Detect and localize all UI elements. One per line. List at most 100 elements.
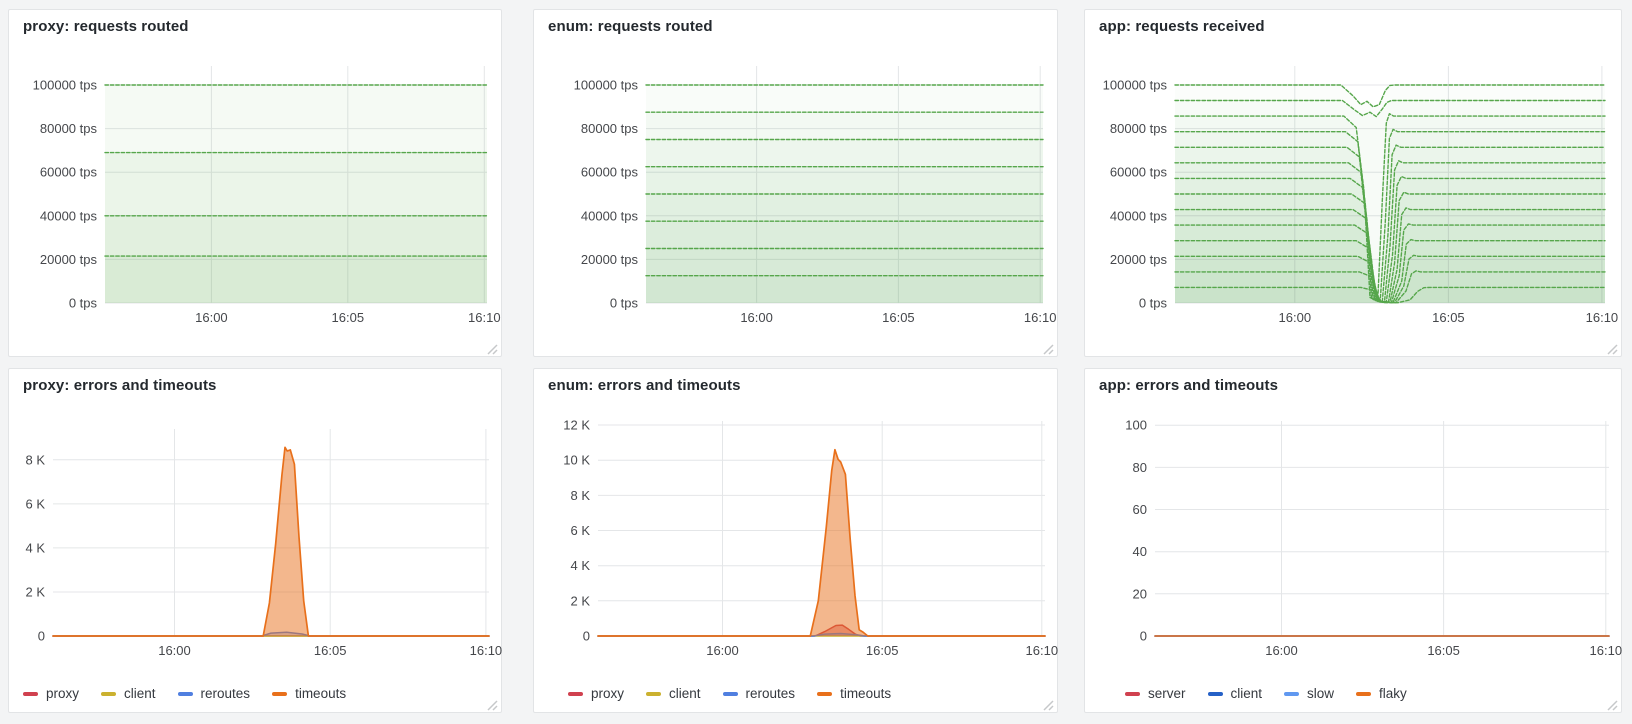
y-tick-label: 100000 tps	[1103, 78, 1168, 93]
series-group	[597, 448, 1046, 637]
series-line	[1174, 238, 1606, 303]
y-tick-label: 4 K	[25, 540, 45, 555]
y-tick-label: 40000 tps	[581, 208, 639, 223]
legend-item-client[interactable]: client	[101, 686, 156, 701]
legend-item-reroutes[interactable]: reroutes	[177, 686, 251, 701]
panel-title[interactable]: app: errors and timeouts	[1099, 377, 1279, 394]
y-tick-label: 80000 tps	[40, 121, 98, 136]
legend-item-slow[interactable]: slow	[1284, 686, 1334, 701]
y-tick-label: 6 K	[570, 523, 590, 538]
legend-item-server[interactable]: server	[1125, 686, 1186, 701]
legend-item-reroutes[interactable]: reroutes	[722, 686, 796, 701]
series-fill	[53, 447, 489, 636]
axis-labels: 0 2 K 4 K 6 K 8 K 16:00 16:05 16:10	[25, 452, 502, 658]
y-tick-label: 0	[1140, 629, 1147, 644]
panel-title[interactable]: app: requests received	[1099, 18, 1265, 35]
panel-resize-grip[interactable]	[1043, 698, 1054, 711]
legend-color-marker	[23, 691, 38, 696]
x-tick-label: 16:00	[740, 310, 773, 325]
legend-label: client	[124, 686, 156, 701]
legend-item-proxy[interactable]: proxy	[23, 686, 79, 701]
series-fill	[105, 256, 487, 303]
series-group	[645, 84, 1044, 303]
legend-color-marker	[568, 691, 583, 696]
series-fill	[105, 215, 487, 303]
x-tick-label: 16:10	[1590, 643, 1623, 658]
y-tick-label: 0 tps	[69, 296, 98, 311]
chart-canvas: 0 20 40 60 80 100 16:00 16:05 16:10	[1125, 418, 1622, 658]
legend-label: reroutes	[200, 686, 251, 701]
panel-resize-grip[interactable]	[1607, 342, 1618, 355]
y-tick-label: 80000 tps	[1110, 121, 1168, 136]
x-tick-label: 16:00	[706, 643, 739, 658]
x-tick-label: 16:05	[314, 643, 347, 658]
axis-labels: 0 20 40 60 80 100 16:00 16:05 16:10	[1125, 418, 1622, 658]
grid	[1155, 421, 1609, 637]
y-tick-label: 40	[1133, 544, 1147, 559]
legend-item-timeouts[interactable]: timeouts	[272, 686, 346, 701]
y-tick-label: 20	[1133, 586, 1147, 601]
y-tick-label: 0 tps	[610, 296, 639, 311]
y-tick-label: 20000 tps	[581, 252, 639, 267]
legend-item-flaky[interactable]: flaky	[1356, 686, 1407, 701]
axis-labels: 0 tps 20000 tps 40000 tps 60000 tps 80000 tp…	[33, 78, 501, 326]
panel-title[interactable]: proxy: requests routed	[23, 18, 189, 35]
y-tick-label: 2 K	[570, 593, 590, 608]
series-line	[52, 446, 490, 637]
y-tick-label: 0 tps	[1139, 296, 1168, 311]
x-tick-label: 16:10	[1024, 310, 1057, 325]
legend-item-timeouts[interactable]: timeouts	[817, 686, 891, 701]
y-tick-label: 100	[1125, 418, 1147, 433]
y-tick-label: 60000 tps	[40, 165, 98, 180]
y-tick-label: 40000 tps	[1110, 208, 1168, 223]
series-fill	[598, 449, 1045, 636]
panel-title[interactable]: enum: errors and timeouts	[548, 377, 741, 394]
legend-color-marker	[1125, 691, 1140, 696]
legend-color-marker	[101, 691, 117, 696]
x-tick-label: 16:05	[1432, 310, 1465, 325]
series-line	[597, 448, 1046, 637]
legend-color-marker	[1284, 691, 1300, 696]
panel-enum-errors-timeouts: enum: errors and timeouts 0 2 K 4 K 6 K 8 K 1…	[533, 368, 1058, 713]
legend-label: proxy	[591, 686, 625, 701]
y-tick-label: 80000 tps	[581, 121, 639, 136]
panel-enum-requests-routed: enum: requests routed 0 tps 20000 tps 4000…	[533, 9, 1058, 357]
y-tick-label: 20000 tps	[1110, 252, 1168, 267]
y-tick-label: 8 K	[25, 452, 45, 467]
panel-title[interactable]: enum: requests routed	[548, 18, 713, 35]
legend-item-client[interactable]: client	[1207, 686, 1263, 701]
y-tick-label: 100000 tps	[33, 78, 98, 93]
legend-label: client	[669, 686, 701, 701]
x-tick-label: 16:05	[1427, 643, 1460, 658]
legend-item-client[interactable]: client	[646, 686, 701, 701]
x-tick-label: 16:05	[332, 310, 365, 325]
legend: proxy client reroutes timeouts	[568, 686, 891, 701]
chart-canvas: 0 tps 20000 tps 40000 tps 60000 tps 80000 tp…	[33, 66, 501, 326]
legend-item-proxy[interactable]: proxy	[568, 686, 624, 701]
legend-color-marker	[1356, 691, 1372, 696]
legend-label: client	[1230, 686, 1263, 701]
panel-resize-grip[interactable]	[1043, 342, 1054, 355]
x-tick-label: 16:05	[866, 643, 899, 658]
legend-color-marker	[272, 691, 288, 696]
x-tick-label: 16:00	[195, 310, 228, 325]
legend: server client slow flaky	[1125, 686, 1407, 701]
y-tick-label: 0	[38, 629, 45, 644]
panel-resize-grip[interactable]	[487, 342, 498, 355]
series-fill	[646, 276, 1043, 303]
chart-canvas: 0 2 K 4 K 6 K 8 K 16:00 16:05 16:10	[25, 429, 502, 658]
legend-label: proxy	[46, 686, 80, 701]
panel-resize-grip[interactable]	[1607, 698, 1618, 711]
axis-labels: 0 2 K 4 K 6 K 8 K 10 K 12 K 16:00 16:05 16:10	[563, 418, 1058, 659]
series-fill	[105, 85, 487, 303]
legend-color-marker	[1207, 691, 1223, 696]
legend-label: reroutes	[745, 686, 796, 701]
y-tick-label: 20000 tps	[40, 252, 98, 267]
legend-color-marker	[177, 691, 193, 696]
legend-label: slow	[1307, 686, 1335, 701]
legend-label: server	[1148, 686, 1186, 701]
x-tick-label: 16:00	[1279, 310, 1312, 325]
y-tick-label: 100000 tps	[574, 78, 639, 93]
panel-title[interactable]: proxy: errors and timeouts	[23, 377, 217, 394]
panel-resize-grip[interactable]	[487, 698, 498, 711]
